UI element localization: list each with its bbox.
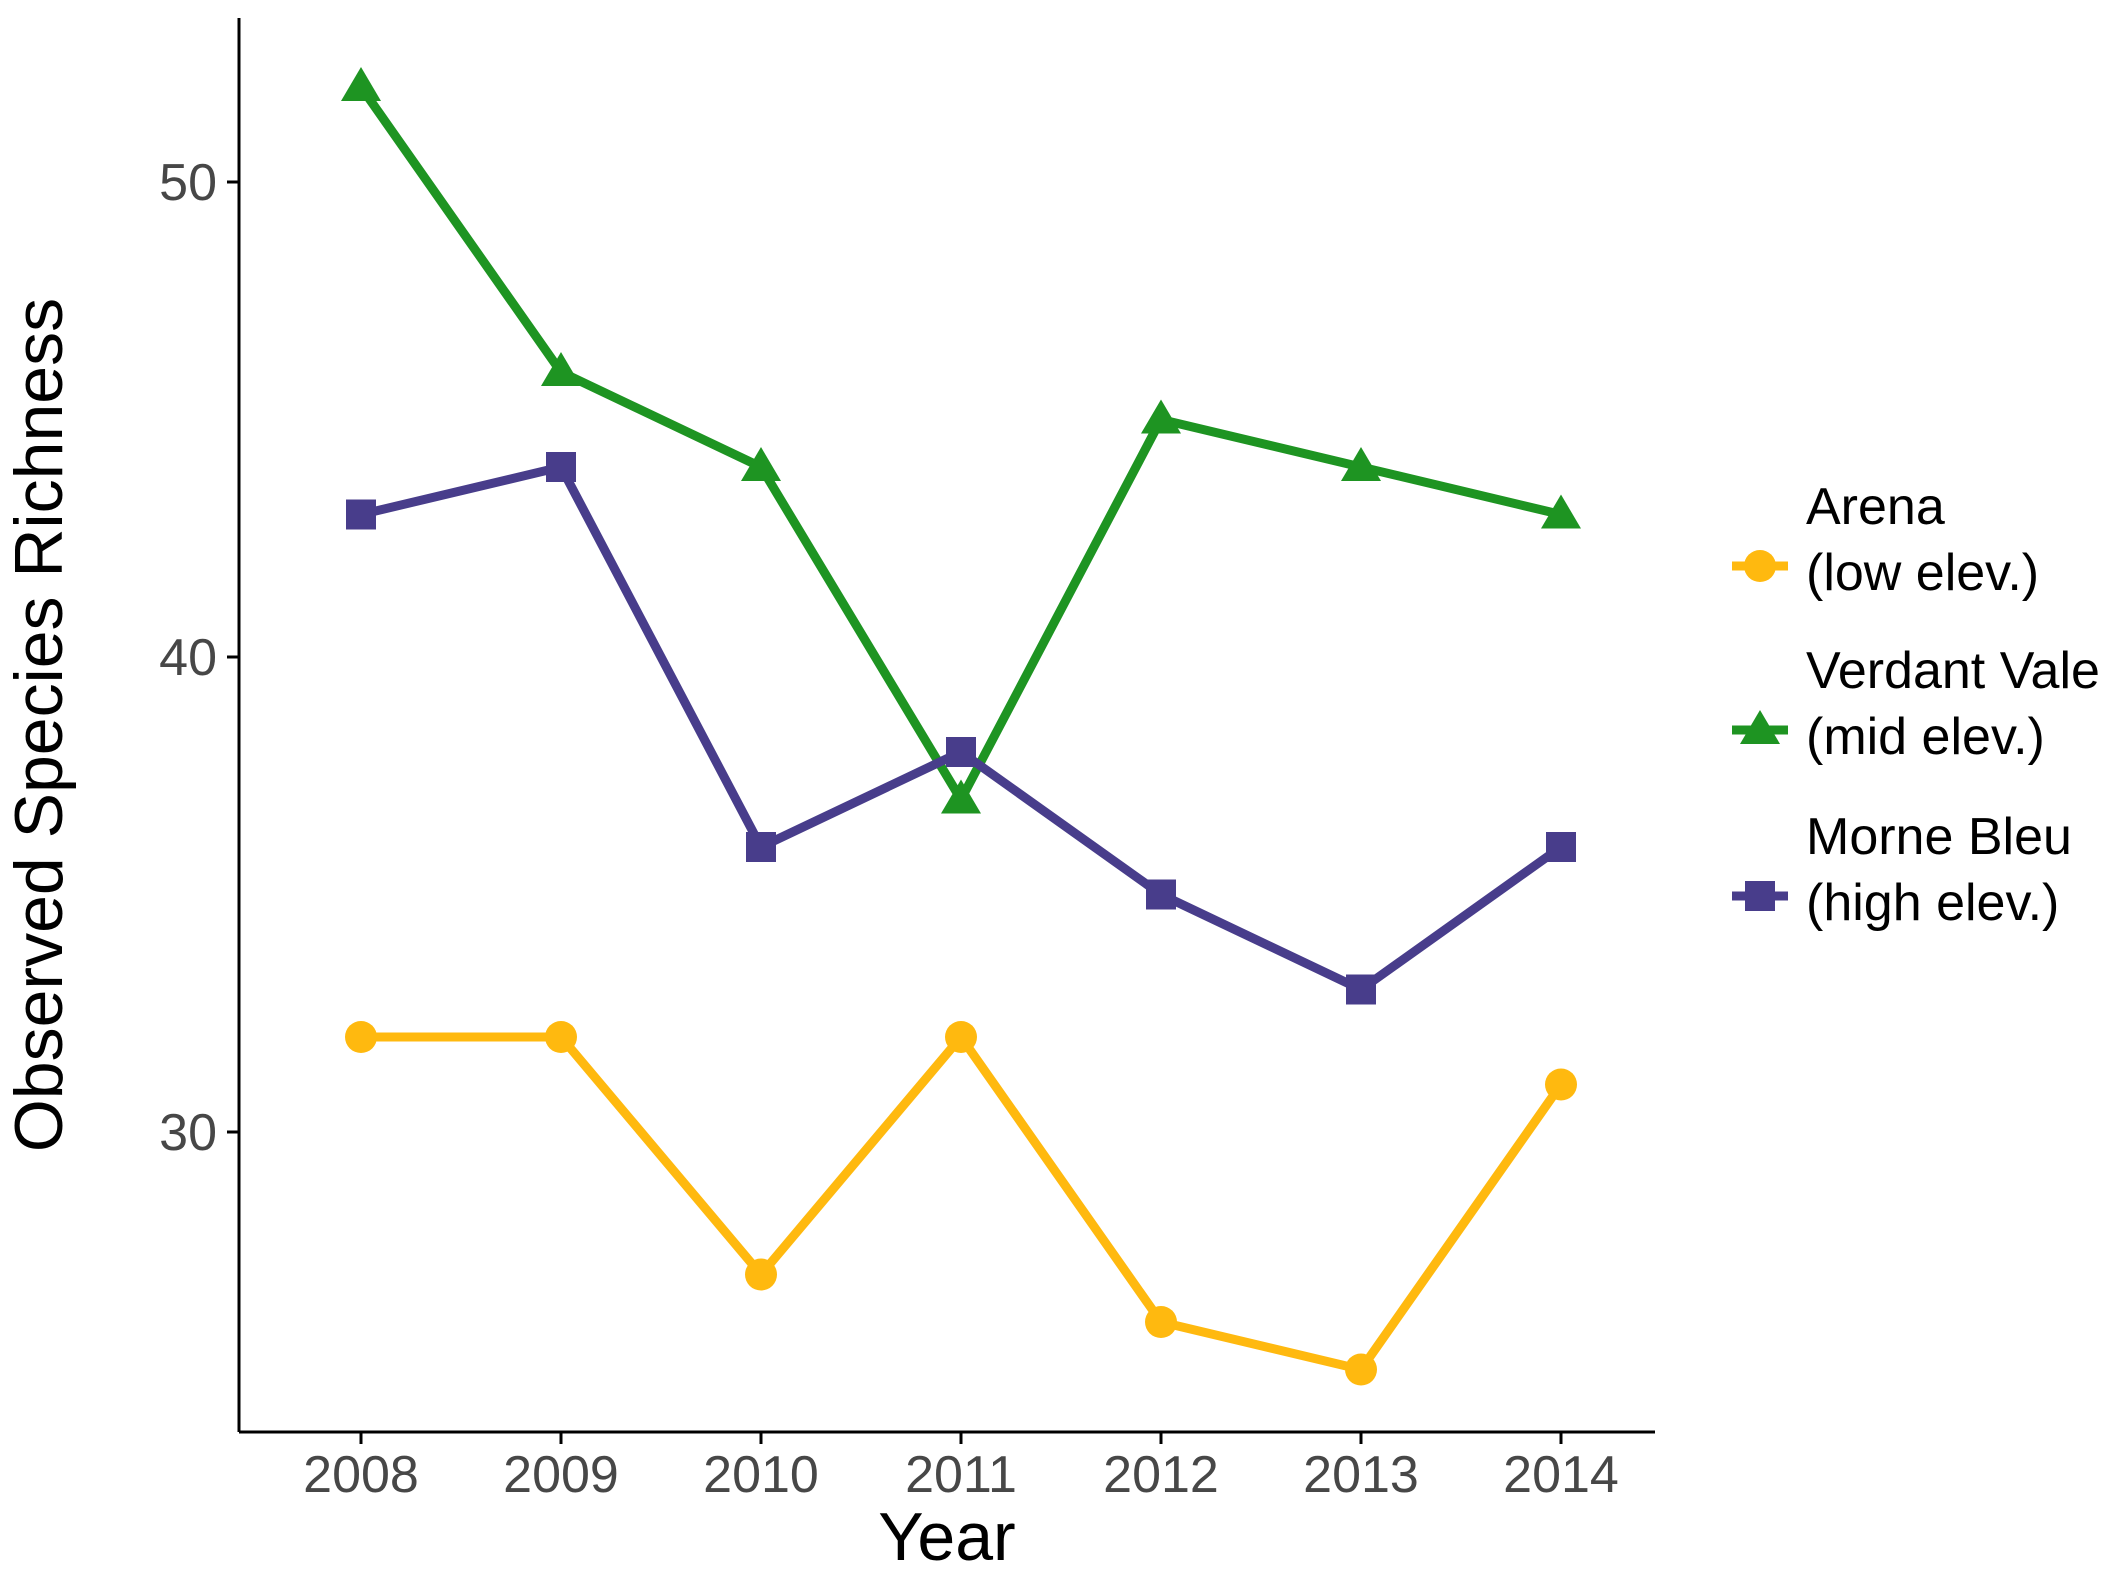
x-axis-title: Year bbox=[878, 1499, 1015, 1575]
legend-entry-arena: Arena (low elev.) bbox=[1732, 478, 2039, 602]
legend-label-line2-arena: (low elev.) bbox=[1806, 544, 2039, 602]
data-point-arena-2010 bbox=[745, 1258, 777, 1291]
legend-marker-morne-bleu bbox=[1745, 881, 1775, 911]
legend-label-line1-morne-bleu: Morne Bleu bbox=[1806, 808, 2072, 866]
series-morne-bleu bbox=[346, 452, 1576, 1005]
y-tick-label: 30 bbox=[159, 1104, 217, 1162]
series-line-arena bbox=[356, 1032, 1566, 1374]
x-tick-label: 2010 bbox=[703, 1446, 819, 1504]
data-point-verdant-vale-2014 bbox=[1541, 494, 1581, 529]
data-point-verdant-vale-2010 bbox=[741, 447, 781, 481]
axes-layer: 30 40 50 2008 2009 2010 2011 2012 2013 2014 bbox=[159, 18, 1655, 1504]
legend-label-line2-verdant-vale: (mid elev.) bbox=[1806, 708, 2045, 766]
x-tick-label: 2012 bbox=[1103, 1446, 1219, 1504]
data-point-arena-2013 bbox=[1345, 1353, 1377, 1386]
data-point-arena-2009 bbox=[545, 1021, 577, 1053]
data-point-verdant-vale-2009 bbox=[541, 352, 581, 386]
data-point-verdant-vale-2008 bbox=[341, 67, 381, 101]
legend-marker-verdant-vale bbox=[1740, 710, 1780, 744]
data-point-arena-2008 bbox=[345, 1021, 377, 1053]
x-tick-label: 2009 bbox=[503, 1446, 619, 1504]
data-point-verdant-vale-2011 bbox=[941, 779, 981, 814]
legend-label-line1-arena: Arena bbox=[1806, 478, 1945, 536]
data-point-morne-bleu-2014 bbox=[1546, 832, 1576, 862]
series-arena bbox=[345, 1021, 1577, 1386]
series-line-morne-bleu bbox=[356, 462, 1566, 994]
data-point-verdant-vale-2012 bbox=[1141, 399, 1181, 434]
data-point-arena-2014 bbox=[1545, 1068, 1577, 1101]
y-tick-label: 50 bbox=[159, 154, 217, 212]
x-tick-label: 2008 bbox=[303, 1446, 419, 1504]
legend-entry-verdant-vale: Verdant Vale (mid elev.) bbox=[1732, 642, 2100, 766]
series-line-verdant-vale bbox=[356, 82, 1566, 804]
legend-label-line2-morne-bleu: (high elev.) bbox=[1806, 874, 2059, 932]
legend: Arena (low elev.) Verdant Vale (mid elev.) M… bbox=[1732, 478, 2100, 932]
data-point-arena-2011 bbox=[945, 1021, 977, 1053]
legend-marker-arena bbox=[1744, 550, 1776, 582]
data-point-verdant-vale-2013 bbox=[1341, 447, 1381, 481]
data-point-arena-2012 bbox=[1145, 1306, 1177, 1338]
data-point-morne-bleu-2011 bbox=[946, 737, 976, 767]
data-point-morne-bleu-2012 bbox=[1146, 879, 1176, 910]
x-tick-label: 2011 bbox=[905, 1446, 1017, 1504]
series-verdant-vale bbox=[341, 67, 1581, 814]
data-point-morne-bleu-2010 bbox=[746, 832, 776, 862]
data-point-morne-bleu-2008 bbox=[346, 499, 376, 530]
y-axis-title: Observed Species Richness bbox=[1, 298, 77, 1152]
legend-label-line1-verdant-vale: Verdant Vale bbox=[1806, 642, 2100, 700]
data-point-morne-bleu-2009 bbox=[546, 452, 576, 482]
series-layer bbox=[341, 67, 1581, 1386]
data-point-morne-bleu-2013 bbox=[1346, 974, 1376, 1005]
x-tick-label: 2013 bbox=[1303, 1446, 1419, 1504]
x-tick-label: 2014 bbox=[1503, 1446, 1619, 1504]
y-tick-label: 40 bbox=[159, 629, 217, 687]
legend-entry-morne-bleu: Morne Bleu (high elev.) bbox=[1732, 808, 2072, 932]
